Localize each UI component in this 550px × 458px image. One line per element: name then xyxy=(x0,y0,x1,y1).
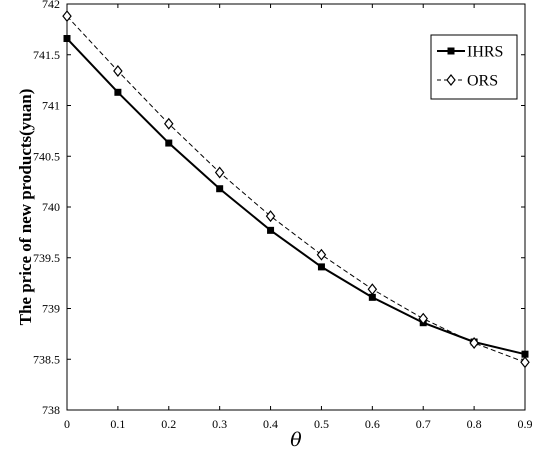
x-tick-label: 0.6 xyxy=(365,417,380,431)
point-ihrs xyxy=(63,35,71,43)
point-ors xyxy=(367,283,378,296)
legend: IHRS ORS xyxy=(430,34,518,100)
y-axis: 738 738.5 739 739.5 740 740.5 741 741.5 742 xyxy=(33,0,525,417)
x-tick-label: 0.4 xyxy=(263,417,278,431)
point-ors xyxy=(469,337,479,349)
point-ors xyxy=(418,312,428,325)
x-axis: 0 0.1 0.2 0.3 0.4 0.5 0.6 0.7 0.8 0.9 xyxy=(64,4,533,431)
x-axis-title: θ xyxy=(290,429,302,451)
point-ihrs xyxy=(317,263,325,271)
point-ors xyxy=(164,117,174,130)
y-tick-label: 741.5 xyxy=(33,48,60,62)
legend-marker-ors xyxy=(446,74,456,86)
point-ihrs xyxy=(216,185,224,193)
point-ors xyxy=(214,166,225,179)
series-line-ors xyxy=(66,15,526,363)
point-ihrs xyxy=(521,350,529,358)
legend-marker-ihrs xyxy=(447,47,455,55)
series-line-ihrs xyxy=(66,37,526,356)
y-tick-label: 739.5 xyxy=(33,251,60,265)
y-tick-label: 740.5 xyxy=(33,149,60,163)
x-tick-label: 0.2 xyxy=(161,417,176,431)
point-ihrs xyxy=(368,293,376,301)
legend-label-ors: ORS xyxy=(467,73,498,90)
x-tick-label: 0.5 xyxy=(314,417,329,431)
x-tick-label: 0.3 xyxy=(212,417,227,431)
point-ors xyxy=(520,356,530,369)
y-tick-label: 740 xyxy=(42,200,60,214)
y-tick-label: 739 xyxy=(42,302,60,316)
x-tick-label: 0.9 xyxy=(518,417,533,431)
point-ors xyxy=(62,10,72,23)
legend-label-ihrs: IHRS xyxy=(467,44,503,61)
y-tick-label: 741 xyxy=(42,99,60,113)
x-tick-label: 0.7 xyxy=(416,417,431,431)
y-tick-label: 738.5 xyxy=(33,352,60,366)
legend-box xyxy=(430,34,518,100)
y-axis-title: The price of new products(yuan) xyxy=(16,89,35,326)
point-ors xyxy=(265,210,276,223)
point-ihrs xyxy=(165,139,173,147)
x-tick-label: 0 xyxy=(64,417,70,431)
x-tick-label: 0.1 xyxy=(110,417,125,431)
point-ors xyxy=(113,65,123,77)
y-tick-label: 738 xyxy=(42,403,60,417)
series-layer xyxy=(62,10,530,369)
y-tick-label: 742 xyxy=(42,0,60,11)
point-ihrs xyxy=(114,88,122,96)
x-tick-label: 0.8 xyxy=(467,417,482,431)
point-ors xyxy=(316,248,327,261)
point-ihrs xyxy=(267,226,275,234)
